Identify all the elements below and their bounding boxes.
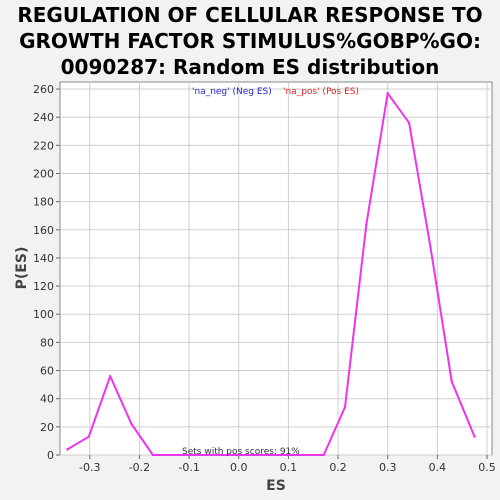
legend: 'na_neg' (Neg ES) 'na_pos' (Pos ES)	[192, 87, 359, 97]
y-tick-label: 20	[40, 421, 54, 434]
y-tick-label: 120	[33, 280, 54, 293]
legend-entry-pos: 'na_pos' (Pos ES)	[283, 87, 359, 97]
data-point	[386, 92, 389, 95]
data-point	[473, 435, 476, 438]
data-point	[279, 453, 283, 457]
data-point	[173, 453, 176, 457]
y-tick-label: 220	[33, 139, 54, 152]
x-tick-label: 0.2	[329, 461, 347, 474]
chart-title: REGULATION OF CELLULAR RESPONSE TO GROWT…	[0, 2, 500, 80]
annotation-pos-scores: Sets with pos scores: 91%	[182, 447, 300, 457]
x-tick-label: 0.3	[379, 461, 397, 474]
chart-title-line-2: GROWTH FACTOR STIMULUS%GOBP%GO:	[19, 29, 481, 53]
y-tick-label: 180	[33, 196, 54, 209]
data-point	[258, 453, 261, 457]
x-tick-label: -0.1	[178, 461, 199, 474]
data-point	[108, 374, 112, 378]
x-tick-label: 0.0	[230, 461, 248, 474]
data-point	[194, 453, 197, 457]
data-point	[66, 448, 69, 451]
series-layer	[66, 92, 476, 457]
axis-ticks: 0 20 40 60 80 100 120 140 160 180 200 220 240 260 -0.3…	[33, 83, 496, 474]
series-line-0	[66, 92, 476, 456]
y-tick-label: 40	[40, 393, 54, 406]
y-tick-label: 0	[47, 449, 54, 462]
y-tick-label: 260	[33, 83, 54, 96]
data-point	[365, 222, 368, 226]
y-tick-label: 140	[33, 252, 54, 265]
y-tick-label: 80	[40, 336, 54, 349]
y-tick-label: 200	[33, 167, 54, 180]
data-point	[322, 453, 325, 457]
x-axis-title: ES	[266, 478, 286, 494]
data-point	[450, 380, 453, 384]
y-tick-label: 160	[33, 224, 54, 237]
plot-area	[59, 81, 493, 456]
y-tick-label: 60	[40, 365, 54, 378]
data-point	[301, 453, 304, 457]
data-point	[151, 453, 155, 457]
y-tick-label: 240	[33, 111, 54, 124]
x-tick-label: -0.2	[129, 461, 150, 474]
x-tick-label: 0.4	[429, 461, 447, 474]
data-point	[407, 121, 411, 125]
x-tick-label: -0.3	[79, 461, 100, 474]
data-point	[237, 453, 240, 457]
legend-entry-neg: 'na_neg' (Neg ES)	[192, 87, 272, 97]
chart-title-line-3: 0090287: Random ES distribution	[60, 55, 440, 79]
data-point	[130, 422, 133, 426]
y-axis-title: P(ES)	[14, 247, 30, 290]
x-tick-label: 0.5	[478, 461, 496, 474]
y-tick-label: 100	[33, 308, 54, 321]
data-point	[343, 405, 347, 409]
data-point	[429, 245, 432, 248]
x-tick-label: 0.1	[280, 461, 298, 474]
data-point	[215, 453, 219, 457]
chart-title-line-1: REGULATION OF CELLULAR RESPONSE TO	[17, 3, 483, 27]
data-point	[87, 435, 91, 438]
